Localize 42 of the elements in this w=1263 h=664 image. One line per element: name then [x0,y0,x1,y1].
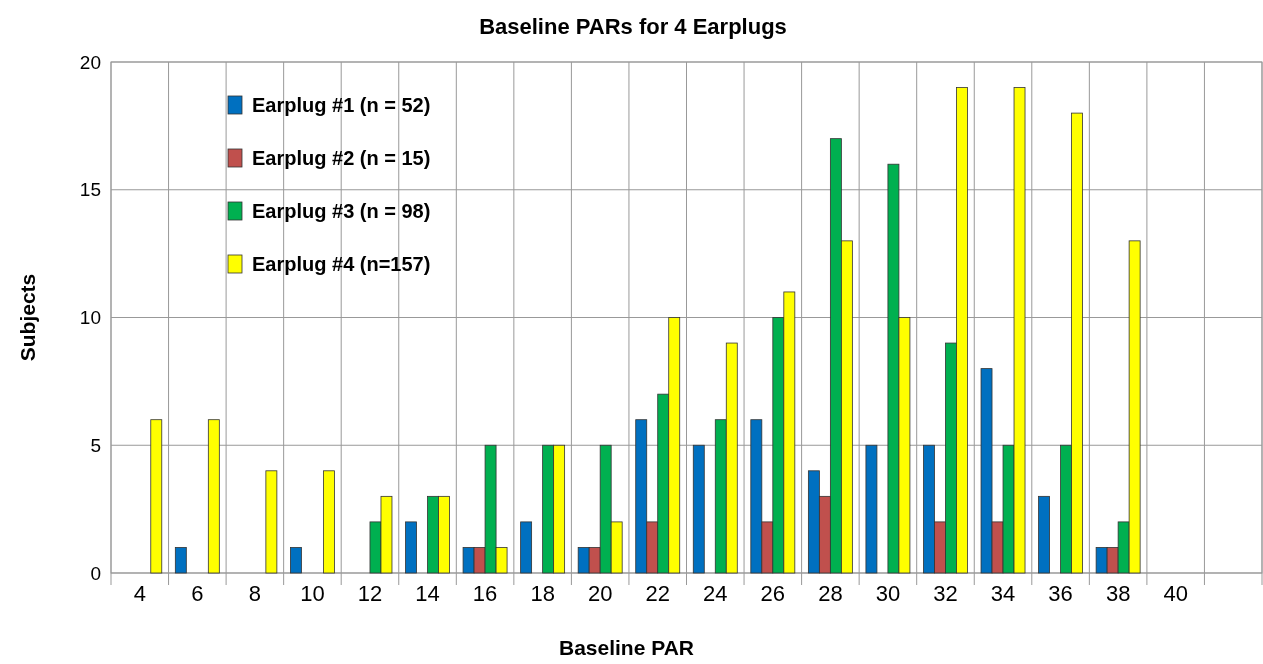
x-tick-label: 10 [300,580,325,606]
bar [207,419,220,574]
bar [174,547,187,574]
x-tick-label: 4 [133,580,146,606]
x-tick-label: 16 [472,580,498,606]
bar [323,470,335,574]
x-tick-label: 20 [587,580,613,606]
bar [865,444,878,574]
x-tick-label: 38 [1105,580,1131,606]
x-tick-label: 8 [248,580,261,606]
bar [405,521,417,574]
legend-label: Earplug #1 (n = 52) [252,94,431,116]
y-tick-label: 5 [90,434,101,456]
x-tick-label: 12 [357,580,383,606]
x-tick-label: 24 [703,580,728,606]
x-tick-label: 36 [1048,580,1073,606]
x-tick-label: 40 [1163,580,1188,606]
bar [265,470,278,574]
bar [150,419,163,574]
x-tick-label: 18 [530,580,555,606]
x-tick-label: 32 [933,580,958,606]
x-tick-label: 6 [191,580,204,606]
chart-title: Baseline PARs for 4 Earplugs [479,14,787,39]
y-tick-label: 15 [79,179,101,201]
y-tick-label: 0 [90,562,101,584]
bar [520,521,533,574]
x-tick-label: 14 [415,580,440,606]
legend-label: Earplug #2 (n = 15) [252,147,431,169]
x-tick-label: 22 [645,580,670,606]
x-tick-label: 34 [990,580,1016,606]
x-tick-label: 28 [818,580,843,606]
x-tick-label: 26 [760,580,786,606]
y-tick-label: 10 [79,307,101,329]
x-tick-label: 30 [875,580,901,606]
x-axis-title: Baseline PAR [559,636,694,659]
bar [692,444,705,574]
y-tick-label: 20 [79,51,101,73]
y-axis-title: Subjects [16,273,39,362]
bar [290,547,302,574]
bar [1038,495,1050,574]
legend-label: Earplug #3 (n = 98) [252,200,431,222]
legend-label: Earplug #4 (n=157) [252,253,431,275]
